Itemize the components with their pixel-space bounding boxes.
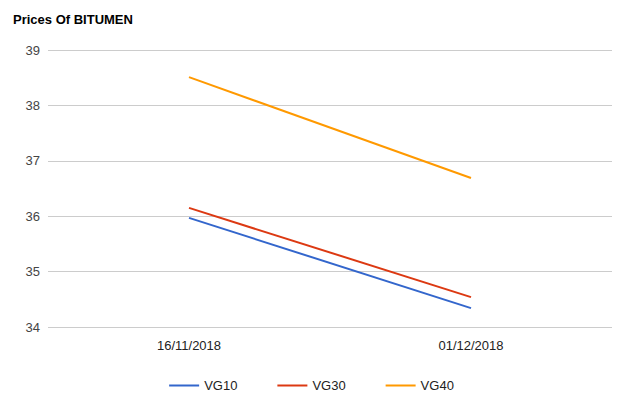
svg-text:VG40: VG40 <box>421 378 454 393</box>
svg-text:VG10: VG10 <box>204 378 237 393</box>
svg-text:01/12/2018: 01/12/2018 <box>438 338 503 353</box>
svg-text:36: 36 <box>26 209 40 224</box>
svg-text:38: 38 <box>26 98 40 113</box>
svg-text:VG30: VG30 <box>312 378 345 393</box>
svg-text:Prices Of BITUMEN: Prices Of BITUMEN <box>13 12 133 27</box>
svg-text:39: 39 <box>26 43 40 58</box>
svg-text:35: 35 <box>26 264 40 279</box>
svg-text:34: 34 <box>26 320 40 335</box>
svg-text:16/11/2018: 16/11/2018 <box>157 338 221 353</box>
svg-text:37: 37 <box>26 153 40 168</box>
